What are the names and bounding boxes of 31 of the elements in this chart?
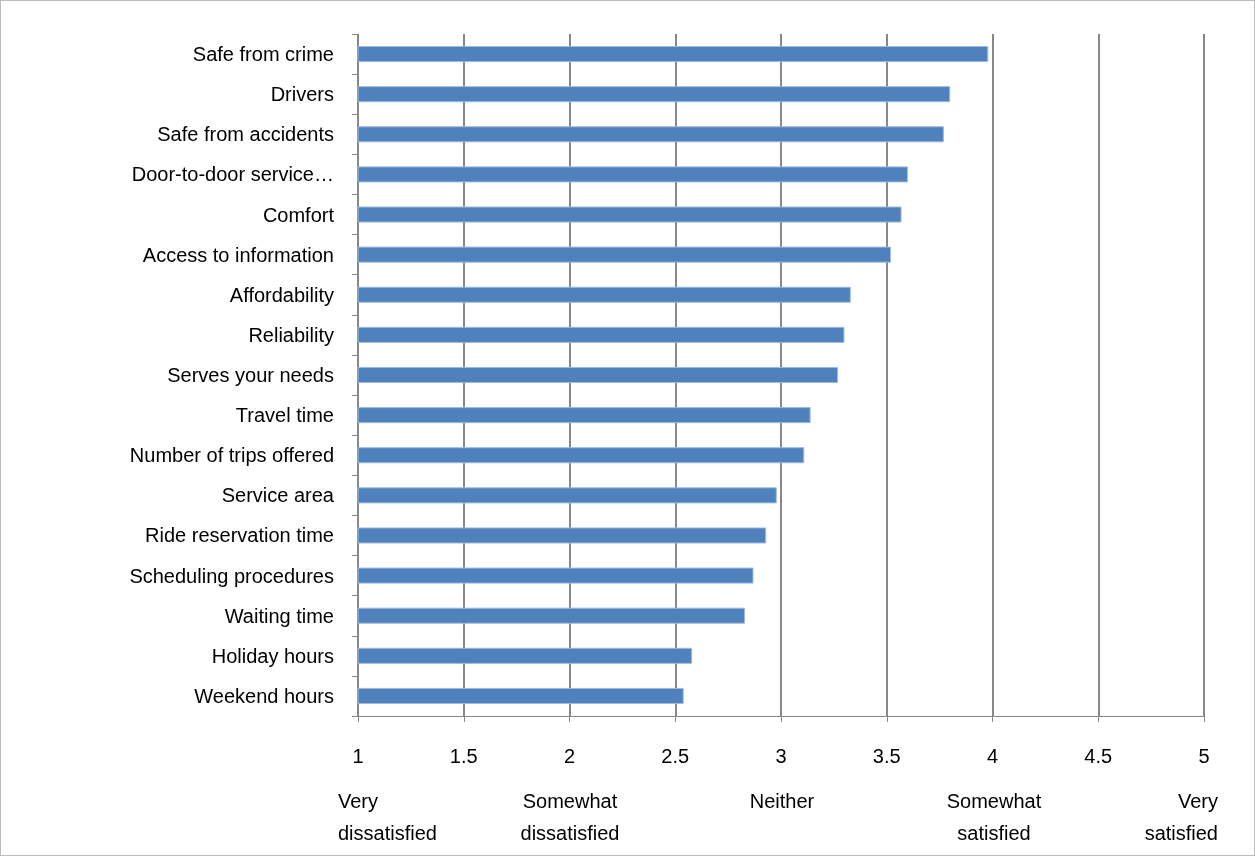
y-tick-label: Serves your needs xyxy=(167,364,334,386)
x-tick-label: 1.5 xyxy=(449,745,478,767)
x-tick-label: 3.5 xyxy=(872,745,901,767)
x-tick-label: 2 xyxy=(563,745,576,767)
x-tick-label: 1 xyxy=(352,745,364,767)
text: Neither xyxy=(749,790,815,812)
text: Very dissatisfied xyxy=(338,790,437,844)
x-tick-label: 3 xyxy=(775,745,787,767)
y-tick-label: Scheduling procedures xyxy=(129,564,334,587)
y-tick-label: Comfort xyxy=(262,203,335,226)
x-tick-label: 2.5 xyxy=(661,745,690,767)
x-tick-label: 5 xyxy=(1198,745,1210,767)
y-tick-label: Holiday hours xyxy=(211,644,334,667)
y-tick-label: Safe from crime xyxy=(192,43,334,66)
y-tick-label: Access to information xyxy=(142,243,334,266)
y-tick-label: Service area xyxy=(221,484,335,507)
y-tick-label: Reliability xyxy=(248,323,334,346)
y-tick-label: Travel time xyxy=(235,404,334,427)
x-tick-label: 4.5 xyxy=(1084,745,1113,767)
x-tick-label: 4 xyxy=(986,745,999,767)
text: Very satisfied xyxy=(1144,790,1218,844)
y-tick-label: Weekend hours xyxy=(194,684,334,707)
y-tick-label: Number of trips offered xyxy=(129,444,334,467)
y-tick-label: Safe from accidents xyxy=(157,123,334,146)
text: Somewhat satisfied xyxy=(946,790,1042,844)
y-tick-label: Affordability xyxy=(229,283,334,306)
y-tick-label: Drivers xyxy=(270,83,334,106)
text: Somewhat dissatisfied xyxy=(520,790,620,844)
y-tick-label: Ride reservation time xyxy=(145,524,334,547)
y-tick-label: Door-to-door service… xyxy=(131,163,334,186)
y-tick-label: Waiting time xyxy=(224,604,334,627)
